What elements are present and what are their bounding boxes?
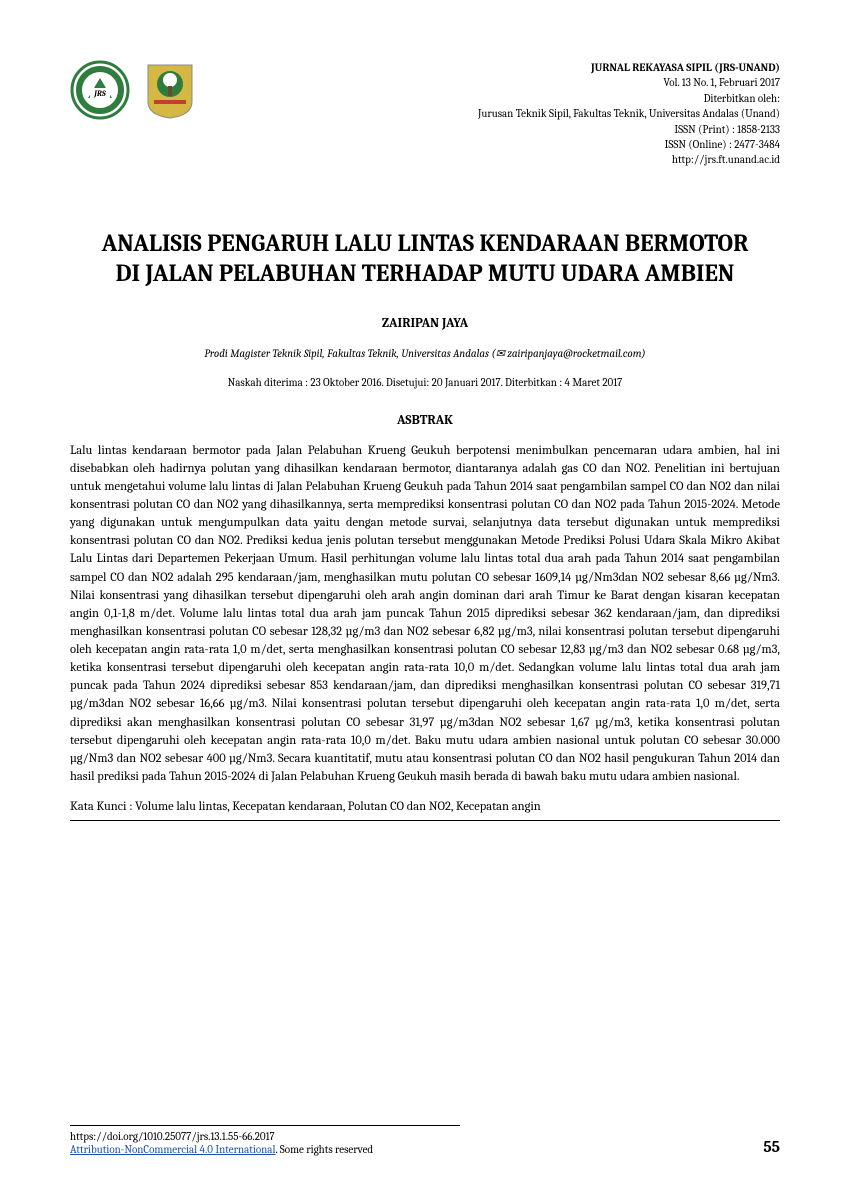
page-footer: https://doi.org/1010.25077/jrs.13.1.55-6… bbox=[70, 1125, 780, 1156]
issn-print: ISSN (Print) : 1858-2133 bbox=[478, 122, 780, 137]
keywords-line: Kata Kunci : Volume lalu lintas, Kecepat… bbox=[70, 800, 780, 821]
abstract-heading: ASBTRAK bbox=[70, 413, 780, 428]
issn-online: ISSN (Online) : 2477-3484 bbox=[478, 137, 780, 152]
svg-text:JRS: JRS bbox=[93, 89, 107, 99]
jrs-logo: JRS bbox=[70, 60, 130, 120]
abstract-body: Lalu lintas kendaraan bermotor pada Jala… bbox=[70, 442, 780, 786]
publisher: Jurusan Teknik Sipil, Fakultas Teknik, U… bbox=[478, 106, 780, 121]
paper-title: ANALISIS PENGARUH LALU LINTAS KENDARAAN … bbox=[90, 228, 760, 288]
rights-text: . Some rights reserved bbox=[275, 1143, 373, 1156]
license-line: Attribution-NonCommercial 4.0 Internatio… bbox=[70, 1143, 460, 1156]
journal-website: http://jrs.ft.unand.ac.id bbox=[478, 152, 780, 167]
page-number: 55 bbox=[763, 1138, 780, 1156]
volume-issue: Vol. 13 No. 1, Februari 2017 bbox=[478, 75, 780, 90]
unand-logo bbox=[140, 60, 200, 120]
doi-text: https://doi.org/1010.25077/jrs.13.1.55-6… bbox=[70, 1130, 460, 1143]
author-name: ZAIRIPAN JAYA bbox=[70, 316, 780, 331]
footer-left: https://doi.org/1010.25077/jrs.13.1.55-6… bbox=[70, 1125, 460, 1156]
published-by-label: Diterbitkan oleh: bbox=[478, 91, 780, 106]
author-affiliation: Prodi Magister Teknik Sipil, Fakultas Te… bbox=[70, 347, 780, 360]
logo-group: JRS bbox=[70, 60, 200, 120]
journal-meta: JURNAL REKAYASA SIPIL (JRS-UNAND) Vol. 1… bbox=[478, 60, 780, 168]
manuscript-dates: Naskah diterima : 23 Oktober 2016. Diset… bbox=[70, 376, 780, 389]
license-link[interactable]: Attribution-NonCommercial 4.0 Internatio… bbox=[70, 1143, 275, 1156]
journal-name: JURNAL REKAYASA SIPIL (JRS-UNAND) bbox=[478, 60, 780, 75]
header-row: JRS JURNAL REKAYASA SIPIL (JRS-UNAND) Vo… bbox=[70, 60, 780, 168]
